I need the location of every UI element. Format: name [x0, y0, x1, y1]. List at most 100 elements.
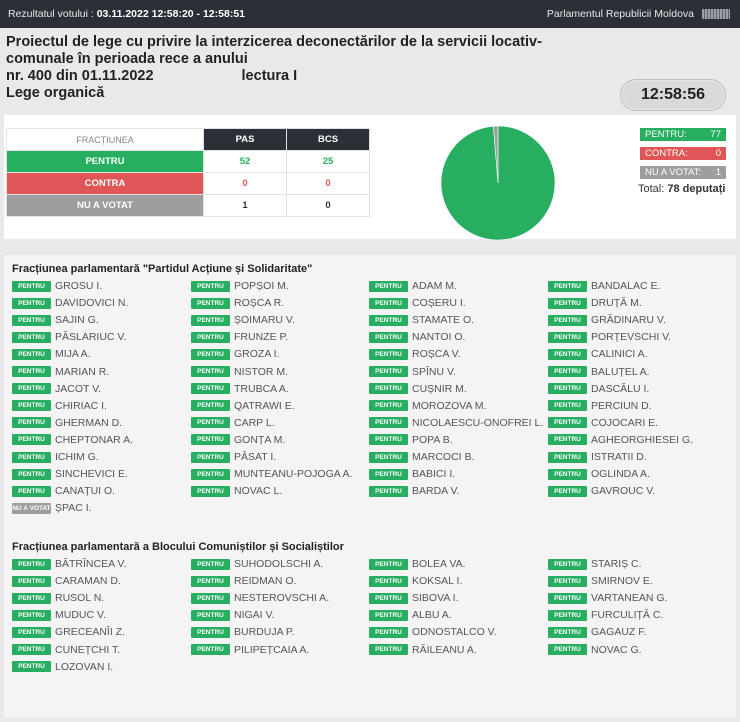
vote-badge: PENTRU [369, 644, 408, 655]
vote-badge: PENTRU [548, 575, 587, 587]
bill-number: nr. 400 din 01.11.2022 [6, 68, 154, 84]
deputy-name: JACOT V. [55, 382, 102, 395]
deputy-name: FURCULIȚĂ C. [591, 609, 664, 622]
deputy-name: CARAMAN D. [55, 575, 121, 588]
deputy-item: NU A VOTAT ȘPAC I. [12, 501, 92, 515]
vote-badge: PENTRU [12, 626, 51, 638]
deputy-item: PENTRU BURDUJA P. [191, 625, 295, 639]
tally-value: 1 [203, 194, 287, 217]
bill-reading: lectura I [241, 68, 298, 84]
deputy-name: MUNTEANU-POJOGA A. [234, 468, 353, 481]
vote-badge: PENTRU [548, 451, 587, 463]
deputy-item: PENTRU MUDUC V. [12, 608, 106, 622]
total-deputies: Total: 78 deputați [638, 183, 725, 195]
tally-header-pas: PAS [203, 128, 287, 151]
vote-badge: PENTRU [191, 575, 230, 587]
deputy-name: RĂILEANU A. [412, 643, 477, 656]
faction-title: Fracțiunea parlamentară "Partidul Acțiun… [12, 263, 313, 275]
deputy-item: PENTRU KOKSAL I. [369, 574, 462, 588]
tally-header-faction: FRACȚIUNEA [6, 128, 204, 151]
tally-value: 25 [286, 150, 370, 173]
deputy-item: PENTRU GROZA I. [191, 347, 280, 361]
vote-summary-panel: FRACȚIUNEA PAS BCS PENTRU 52 25 CONTRA 0… [4, 115, 736, 241]
deputy-item: PENTRU ALBU A. [369, 608, 452, 622]
deputy-name: SAJIN G. [55, 314, 99, 327]
vote-badge: PENTRU [191, 468, 230, 480]
deputy-item: PENTRU TRUBCA A. [191, 382, 289, 396]
total-label: Total: [638, 183, 665, 195]
deputy-name: GAGAUZ F. [591, 626, 647, 639]
deputy-item: PENTRU COJOCARI E. [548, 416, 658, 430]
deputy-item: PENTRU CHEPTONAR A. [12, 433, 133, 447]
deputy-item: PENTRU BALUȚEL A. [548, 365, 650, 379]
vote-badge: PENTRU [12, 314, 51, 326]
deputy-item: PENTRU COȘERU I. [369, 296, 466, 310]
deputy-name: ADAM M. [412, 280, 457, 292]
deputy-name: NIGAI V. [234, 609, 275, 622]
vote-badge: PENTRU [12, 297, 51, 309]
deputy-name: MOROZOVA M. [412, 399, 487, 412]
deputy-name: GRĂDINARU V. [591, 314, 666, 327]
deputy-item: PENTRU NISTOR M. [191, 365, 288, 379]
vote-badge: PENTRU [191, 383, 230, 395]
deputy-name: OGLINDA A. [591, 468, 650, 481]
vote-badge: PENTRU [12, 383, 51, 395]
deputy-name: DRUȚĂ M. [591, 297, 642, 310]
vote-badge: PENTRU [369, 297, 408, 309]
vote-badge: PENTRU [191, 434, 230, 446]
vote-badge: PENTRU [548, 644, 587, 655]
deputy-item: PENTRU RĂILEANU A. [369, 643, 477, 657]
vote-badge: PENTRU [12, 366, 51, 377]
deputy-item: PENTRU GRECEANÎI Z. [12, 625, 125, 639]
deputy-item: PENTRU BARDA V. [369, 484, 459, 498]
deputy-name: ROȘCA R. [234, 297, 285, 310]
deputy-item: PENTRU SUHODOLSCHI A. [191, 557, 323, 571]
deputy-name: NOVAC L. [234, 485, 283, 498]
deputy-name: AGHEORGHIESEI G. [591, 433, 694, 446]
vote-badge: PENTRU [369, 485, 408, 497]
deputy-item: PENTRU CUȘNIR M. [369, 382, 467, 396]
deputy-item: PENTRU AGHEORGHIESEI G. [548, 433, 693, 447]
vote-badge: PENTRU [548, 609, 587, 621]
deputy-name: GHERMAN D. [55, 416, 123, 429]
deputy-name: ALBU A. [412, 609, 452, 622]
clock: 12:58:56 [620, 79, 726, 111]
vote-badge: PENTRU [369, 558, 408, 570]
deputy-item: PENTRU FURCULIȚĂ C. [548, 608, 663, 622]
deputy-grid: PENTRU BĂTRÎNCEA V. PENTRU SUHODOLSCHI A. PE… [4, 555, 736, 679]
vote-badge: PENTRU [369, 331, 408, 343]
deputy-name: LOZOVAN I. [55, 660, 114, 673]
tally-table: FRACȚIUNEA PAS BCS PENTRU 52 25 CONTRA 0… [6, 128, 370, 217]
vote-badge: PENTRU [191, 400, 230, 412]
vote-badge: PENTRU [548, 417, 587, 429]
deputy-name: STAMATE O. [412, 314, 475, 327]
deputy-item: PENTRU PĂSLARIUC V. [12, 330, 126, 344]
vote-badge: PENTRU [548, 592, 587, 604]
vote-badge: NU A VOTAT [12, 502, 51, 514]
legend-pentru: PENTRU: 77 [640, 128, 726, 141]
vote-badge: PENTRU [369, 366, 408, 377]
vote-badge: PENTRU [548, 626, 587, 638]
deputy-item: PENTRU GAVROUC V. [548, 484, 655, 498]
deputy-item: PENTRU SAJIN G. [12, 313, 99, 327]
vote-badge: PENTRU [191, 314, 230, 326]
deputy-item: PENTRU NICOLAESCU-ONOFREI L. [369, 416, 543, 430]
deputy-item: PENTRU GRĂDINARU V. [548, 313, 666, 327]
vote-badge: PENTRU [369, 417, 408, 429]
deputy-name: PĂSLARIUC V. [55, 331, 127, 344]
deputy-item: PENTRU BĂTRÎNCEA V. [12, 557, 126, 571]
deputy-name: TRUBCA A. [234, 382, 289, 395]
deputy-item: PENTRU ROȘCA V. [369, 347, 461, 361]
bill-header: Proiectul de lege cu privire la interzic… [0, 28, 740, 111]
deputy-name: ISTRATII D. [591, 451, 647, 463]
tally-row-contra: CONTRA 0 0 [6, 172, 370, 195]
vote-badge: PENTRU [369, 451, 408, 463]
vote-badge: PENTRU [548, 280, 587, 292]
deputy-item: PENTRU PILIPEȚCAIA A. [191, 643, 309, 657]
vote-badge: PENTRU [12, 400, 51, 412]
deputy-item: PENTRU FRUNZE P. [191, 330, 288, 344]
vote-badge: PENTRU [369, 434, 408, 446]
deputy-item: PENTRU MIJA A. [12, 347, 91, 361]
vote-badge: PENTRU [191, 485, 230, 497]
vote-badge: PENTRU [548, 297, 587, 309]
